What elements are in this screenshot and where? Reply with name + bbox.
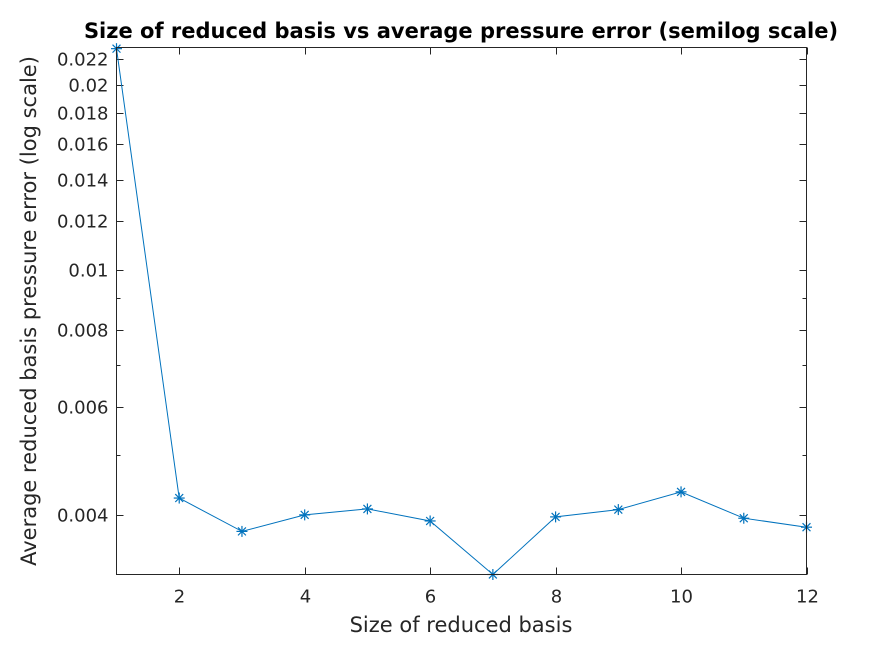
chart-title: Size of reduced basis vs average pressur… [84, 19, 838, 43]
x-tick-label: 10 [670, 587, 693, 608]
data-point-marker [550, 511, 562, 523]
x-axis-label: Size of reduced basis [350, 613, 573, 637]
y-axis-label: Average reduced basis pressure error (lo… [17, 56, 41, 566]
plot-area-box [116, 47, 807, 575]
y-tick-label: 0.016 [57, 135, 109, 156]
data-point-marker [299, 509, 311, 521]
data-point-marker [738, 512, 750, 524]
x-tick-label: 2 [174, 587, 185, 608]
y-tick-label: 0.01 [68, 261, 108, 282]
data-point-marker [236, 525, 248, 537]
y-tick-label: 0.006 [57, 398, 109, 419]
series-line [116, 48, 807, 576]
y-tick-label: 0.02 [68, 76, 108, 97]
data-point-marker [675, 486, 687, 498]
y-tick-label: 0.012 [57, 212, 109, 233]
x-tick-label: 6 [425, 587, 436, 608]
y-tick-label: 0.004 [57, 506, 109, 527]
y-tick-label: 0.022 [57, 50, 109, 71]
y-tick-label: 0.018 [57, 104, 109, 125]
data-point-marker [612, 504, 624, 516]
data-point-marker [173, 492, 185, 504]
axis-ticks [116, 47, 808, 575]
x-tick-label: 12 [796, 587, 819, 608]
x-tick-label: 8 [551, 587, 562, 608]
data-series [111, 43, 812, 580]
axis-tick-labels: 2 4 6 8 10 12 0.004 0.006 0.008 0.01 0.012 0.014 0.0… [57, 50, 819, 608]
x-tick-label: 4 [300, 587, 311, 608]
data-point-marker [424, 515, 436, 527]
y-tick-label: 0.008 [57, 321, 109, 342]
y-tick-label: 0.014 [57, 171, 109, 192]
data-point-marker [361, 503, 373, 515]
